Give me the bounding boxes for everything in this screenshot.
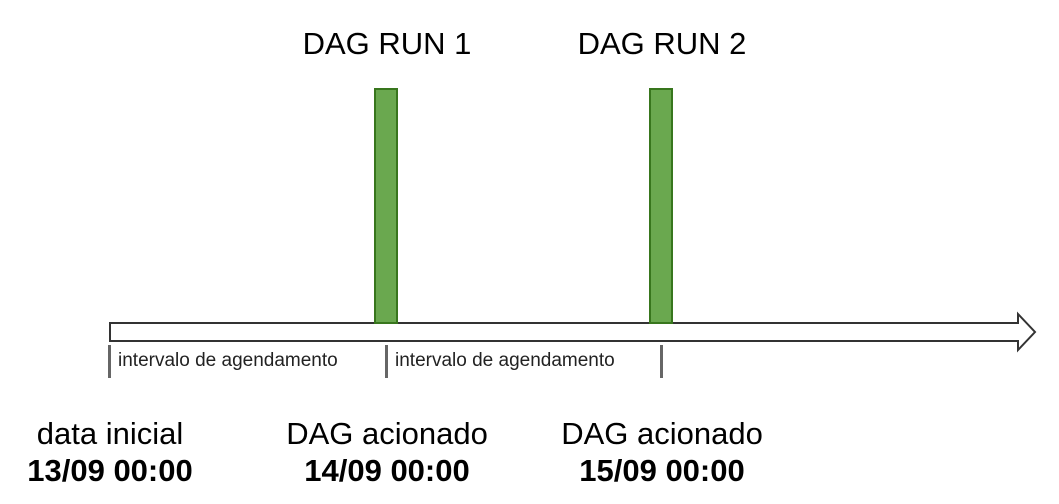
trigger-2-date: 15/09 00:00: [579, 453, 745, 488]
interval-tick-end: [660, 345, 663, 378]
start-date-caption: data inicial: [36, 416, 184, 451]
timeline-arrow-shape: [109, 311, 1037, 353]
start-date-label: data inicial 13/09 00:00: [0, 415, 240, 489]
dag-run-1-bar: [374, 88, 398, 324]
trigger-1-date: 14/09 00:00: [304, 453, 470, 488]
trigger-1-caption: DAG acionado: [286, 416, 488, 451]
dag-run-2-bar: [649, 88, 673, 324]
dag-run-1-label: DAG RUN 1: [302, 26, 472, 61]
trigger-1-label: DAG acionado 14/09 00:00: [257, 415, 517, 489]
interval-label-1: intervalo de agendamento: [118, 350, 338, 371]
start-date-value: 13/09 00:00: [27, 453, 193, 488]
interval-label-2: intervalo de agendamento: [395, 350, 615, 371]
dag-run-2-label: DAG RUN 2: [577, 26, 747, 61]
trigger-2-label: DAG acionado 15/09 00:00: [532, 415, 792, 489]
trigger-2-caption: DAG acionado: [561, 416, 763, 451]
interval-tick-middle: [385, 345, 388, 378]
interval-tick-start: [108, 345, 111, 378]
